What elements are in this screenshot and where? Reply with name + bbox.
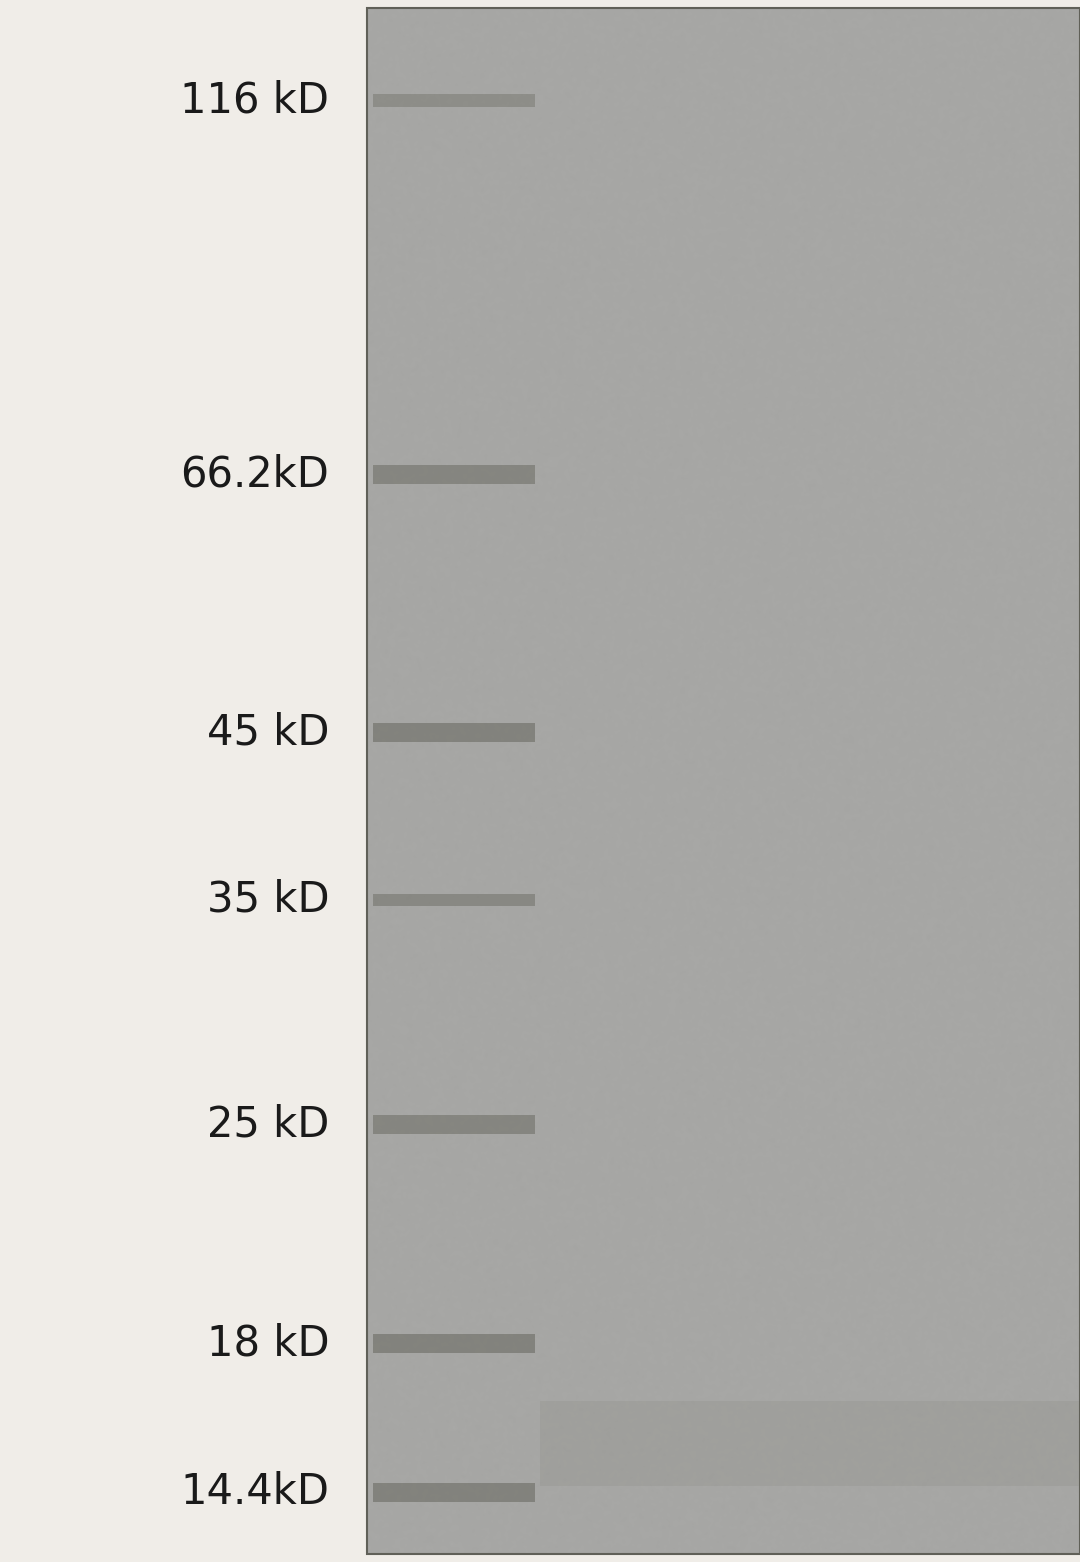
Bar — [540, 1401, 1080, 1485]
Bar — [373, 465, 535, 484]
Bar — [373, 1482, 535, 1501]
Text: 18 kD: 18 kD — [206, 1323, 329, 1365]
Text: 66.2kD: 66.2kD — [180, 453, 329, 495]
Text: 25 kD: 25 kD — [207, 1103, 329, 1145]
Bar — [373, 94, 535, 106]
Bar — [373, 893, 535, 906]
Bar — [373, 1334, 535, 1353]
Bar — [367, 8, 1080, 1554]
Text: 35 kD: 35 kD — [206, 879, 329, 922]
Bar — [373, 723, 535, 742]
Text: 14.4kD: 14.4kD — [180, 1471, 329, 1514]
Bar — [373, 1115, 535, 1134]
Text: 45 kD: 45 kD — [207, 711, 329, 753]
Text: 116 kD: 116 kD — [180, 80, 329, 122]
